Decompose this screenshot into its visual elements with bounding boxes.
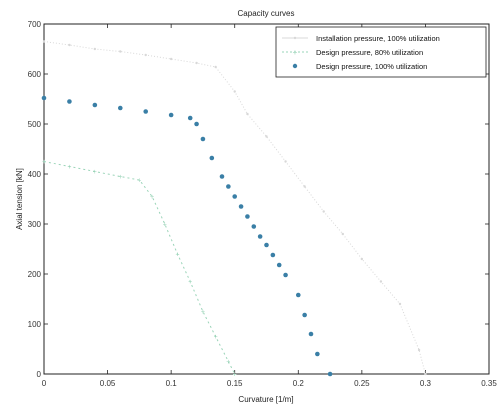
- data-point: [283, 272, 288, 278]
- svg-text:+: +: [293, 48, 298, 57]
- data-point: [219, 174, 225, 179]
- legend-entry-design-80: + Design pressure, 80% utilization: [282, 48, 423, 57]
- x-axis-ticks: 0 0.05 0.1 0.15 0.2 0.25 0.3 0.35: [42, 24, 497, 388]
- data-point: [143, 109, 149, 114]
- legend-label-installation: Installation pressure, 100% utilization: [316, 34, 440, 43]
- data-point: [200, 136, 206, 142]
- y-tick-label: 300: [28, 220, 42, 229]
- data-point: [322, 210, 325, 213]
- x-axis-title: Curvature [1/m]: [238, 395, 293, 404]
- y-tick-label: 0: [37, 370, 42, 379]
- data-point: [144, 53, 147, 57]
- data-point: [315, 351, 320, 357]
- data-point: [68, 43, 71, 47]
- x-tick-label: 0.35: [481, 379, 497, 388]
- y-tick-label: 500: [28, 120, 42, 129]
- data-point: [232, 194, 238, 199]
- data-point: +: [93, 169, 97, 176]
- series-0: [42, 40, 427, 376]
- data-point: [251, 224, 257, 229]
- y-tick-label: 200: [28, 270, 42, 279]
- y-tick-label: 100: [28, 320, 42, 329]
- x-tick-label: 0.25: [354, 379, 370, 388]
- legend-entry-installation: Installation pressure, 100% utilization: [282, 34, 440, 43]
- data-point: [226, 184, 231, 189]
- series-line: [43, 161, 236, 375]
- data-point: +: [67, 164, 71, 171]
- x-tick-label: 0.05: [100, 379, 116, 388]
- data-point: [264, 242, 269, 248]
- data-point: [245, 214, 250, 219]
- legend-box: [275, 26, 487, 78]
- data-point: [187, 115, 193, 121]
- x-tick-label: 0.1: [166, 379, 178, 388]
- data-point: [117, 105, 123, 111]
- data-point: [302, 312, 307, 318]
- plot-area-frame: [43, 23, 490, 375]
- data-point: [42, 40, 46, 43]
- x-tick-label: 0.2: [293, 379, 305, 388]
- data-point: [195, 61, 198, 65]
- data-point: [341, 232, 344, 236]
- data-point: [417, 348, 421, 352]
- series-1: ++++ +++++++++: [42, 159, 237, 379]
- data-point: +: [233, 372, 237, 379]
- data-point: [194, 121, 199, 127]
- x-tick-label: 0: [42, 379, 47, 388]
- data-point: [246, 112, 249, 116]
- data-point: +: [163, 222, 167, 229]
- data-point: [257, 234, 263, 239]
- series-layer: ++++ +++++++++: [41, 40, 427, 379]
- legend-label-design-80: Design pressure, 80% utilization: [316, 48, 423, 57]
- data-point: +: [214, 334, 218, 341]
- data-point: [233, 90, 236, 93]
- data-point: +: [42, 159, 46, 166]
- y-axis-title: Axial tension [kN]: [15, 168, 24, 230]
- data-point: [303, 185, 306, 188]
- data-point: [67, 99, 72, 104]
- data-point: +: [226, 359, 230, 366]
- data-point: [209, 155, 215, 161]
- data-point: [238, 204, 244, 209]
- y-tick-label: 600: [28, 70, 42, 79]
- x-tick-label: 0.15: [227, 379, 243, 388]
- data-point: [327, 371, 333, 377]
- data-point: [360, 257, 364, 261]
- data-point: [295, 292, 301, 298]
- legend: Installation pressure, 100% utilization …: [275, 26, 487, 78]
- data-point: [93, 47, 97, 51]
- data-point: +: [188, 279, 192, 286]
- y-tick-label: 700: [28, 20, 42, 29]
- series-2: [41, 95, 333, 377]
- data-point: [276, 262, 282, 268]
- data-point: [398, 302, 402, 306]
- data-point: +: [118, 174, 122, 181]
- legend-entry-design-100: Design pressure, 100% utilization: [292, 62, 427, 71]
- y-tick-label: 400: [28, 170, 42, 179]
- data-point: [169, 57, 173, 61]
- chart-title: Capacity curves: [238, 9, 295, 18]
- data-point: +: [150, 194, 154, 201]
- series-line: [43, 41, 426, 375]
- data-point: [168, 112, 174, 118]
- data-point: [284, 160, 287, 163]
- data-point: +: [175, 252, 179, 259]
- data-point: [424, 372, 427, 376]
- data-point: +: [201, 309, 205, 316]
- data-point: [265, 135, 268, 138]
- data-point: [119, 50, 122, 53]
- legend-label-design-100: Design pressure, 100% utilization: [316, 62, 427, 71]
- data-point: [308, 331, 314, 337]
- x-tick-label: 0.3: [420, 379, 432, 388]
- data-point: [92, 102, 98, 108]
- data-point: [41, 95, 47, 101]
- data-point: +: [137, 178, 141, 185]
- data-point: [270, 252, 276, 258]
- data-point: [379, 280, 383, 283]
- data-point: [214, 65, 217, 69]
